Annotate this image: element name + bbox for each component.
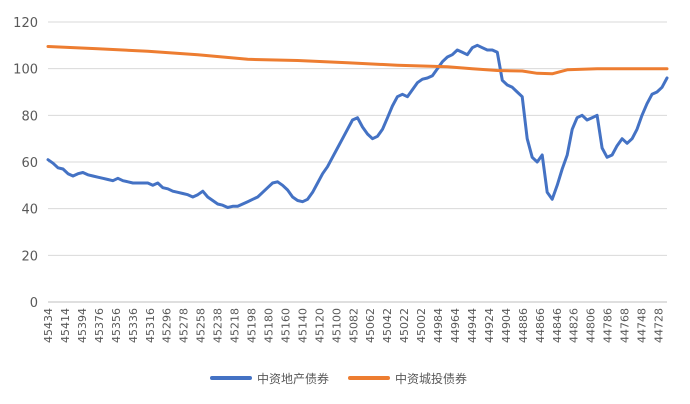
x-tick-label: 45316 [144,308,157,343]
y-tick-label: 100 [13,63,38,78]
x-tick-label: 44786 [602,308,615,343]
x-tick-label: 44866 [534,308,547,343]
x-tick-label: 44964 [449,308,462,343]
y-tick-label: 20 [21,249,38,264]
series-lines [46,43,669,209]
series-line [46,43,669,209]
x-tick-label: 45100 [330,308,343,343]
y-tick-label: 120 [13,16,38,31]
x-tick-label: 45394 [76,308,89,343]
y-tick-label: 60 [21,156,38,171]
x-tick-label: 45434 [42,308,55,343]
x-tick-label: 44748 [636,308,649,343]
x-tick-label: 45140 [296,308,309,343]
x-tick-label: 44944 [466,308,479,343]
x-tick-label: 44924 [483,308,496,343]
series-line [46,45,669,76]
x-tick-label: 44826 [568,308,581,343]
x-tick-label: 45238 [212,308,225,343]
x-tick-label: 45278 [178,308,191,343]
x-tick-label: 45042 [381,308,394,343]
x-tick-label: 45002 [415,308,428,343]
y-axis: 0 20 40 60 80 100 120 [13,16,38,311]
x-tick-label: 45218 [229,308,242,343]
x-tick-label: 45062 [364,308,377,343]
x-tick-label: 45296 [161,308,174,343]
gridlines [48,21,667,303]
x-tick-label: 45198 [246,308,259,343]
x-tick-label: 44886 [517,308,530,343]
legend-label: 中资地产债券 [257,371,329,386]
x-tick-label: 44806 [585,308,598,343]
x-tick-label: 45022 [398,308,411,343]
x-tick-label: 44904 [500,308,513,343]
x-tick-label: 45082 [347,308,360,343]
x-tick-label: 45336 [127,308,140,343]
x-tick-label: 45120 [313,308,326,343]
y-tick-label: 80 [21,109,38,124]
x-tick-label: 45258 [195,308,208,343]
x-tick-label: 45160 [279,308,292,343]
x-tick-label: 45376 [93,308,106,343]
x-tick-label: 45414 [59,308,72,343]
y-tick-label: 40 [21,203,38,218]
legend: 中资地产债券 中资城投债券 [210,371,467,386]
x-tick-label: 45356 [110,308,123,343]
x-tick-label: 44984 [432,308,445,343]
y-tick-label: 0 [30,296,38,311]
x-axis: 45434 45414 45394 45376 45356 45336 45316 45296… [42,308,666,343]
x-tick-label: 45180 [262,308,275,343]
x-tick-label: 44846 [551,308,564,343]
legend-label: 中资城投债券 [395,371,467,386]
x-tick-label: 44768 [619,308,632,343]
x-tick-label: 44728 [653,308,666,343]
